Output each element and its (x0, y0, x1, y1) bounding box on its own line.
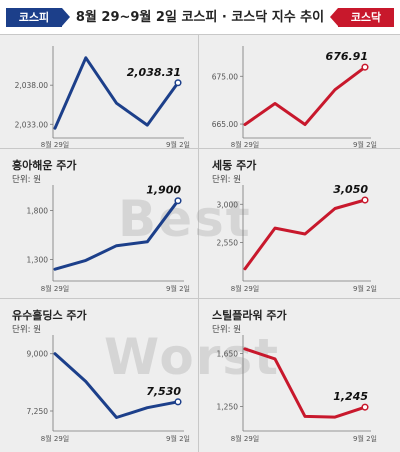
x-tick-label: 9월 2일 (353, 140, 377, 149)
data-label: 1,245 (333, 390, 368, 403)
unit-label: 단위: 원 (212, 174, 241, 185)
data-label: 1,900 (146, 184, 181, 197)
x-tick-label: 8월 29일 (231, 434, 259, 443)
x-tick-label: 9월 2일 (353, 284, 377, 293)
x-tick-label: 9월 2일 (353, 434, 377, 443)
series-line (53, 56, 180, 130)
kospi-index-chart: 2,033.00 2,038.00 8월 29일 9월 2일 2,038.31 (15, 46, 190, 149)
last-point-marker (174, 79, 182, 87)
y-tick-label: 1,250 (217, 403, 239, 412)
y-tick-label: 1,300 (27, 255, 49, 264)
x-tick-label: 9월 2일 (166, 434, 190, 443)
y-tick-label: 665.00 (212, 120, 238, 129)
unit-label: 단위: 원 (12, 324, 41, 335)
x-tick-label: 8월 29일 (231, 140, 259, 149)
last-point-marker (361, 403, 369, 411)
row-divider-2 (0, 298, 400, 299)
x-tick-label: 8월 29일 (231, 284, 259, 293)
x-tick-label: 9월 2일 (166, 140, 190, 149)
series-line (53, 199, 180, 271)
last-point-marker (361, 196, 369, 204)
unit-label: 단위: 원 (212, 324, 241, 335)
kospi-tag: 코스피 (6, 8, 70, 27)
watermark-best: Best (118, 190, 252, 248)
last-point-marker (174, 398, 182, 406)
data-label: 2,038.31 (127, 66, 181, 79)
chart-title: 유수홀딩스 주가 (12, 308, 87, 322)
last-point-marker (174, 197, 182, 205)
series-line (53, 352, 180, 419)
last-point-marker (361, 63, 369, 71)
x-tick-label: 8월 29일 (41, 140, 69, 149)
data-label: 7,530 (146, 385, 181, 398)
y-tick-label: 1,650 (217, 350, 239, 359)
x-tick-label: 8월 29일 (41, 434, 69, 443)
chart-title: 세동 주가 (212, 158, 256, 172)
kosdaq-index-chart: 665.00 675.00 8월 29일 9월 2일 676.91 (212, 46, 377, 149)
chart-title: 흥아해운 주가 (12, 158, 77, 172)
series-line (243, 65, 367, 126)
row-divider-1 (0, 148, 400, 149)
series-line (243, 347, 367, 419)
data-label: 676.91 (326, 50, 368, 63)
y-tick-label: 3,000 (217, 200, 239, 209)
unit-label: 단위: 원 (12, 174, 41, 185)
header-bar: 코스피 8월 29~9월 2일 코스피 · 코스닥 지수 추이 코스닥 (0, 0, 400, 35)
y-tick-label: 1,800 (27, 207, 49, 216)
data-label: 3,050 (333, 183, 368, 196)
y-tick-label: 2,550 (217, 238, 239, 247)
kosdaq-tag: 코스닥 (330, 8, 394, 27)
series-line (243, 198, 367, 271)
chart-title: 스틸플라워 주가 (212, 308, 287, 322)
y-tick-label: 2,033.00 (15, 120, 49, 129)
column-divider (198, 34, 199, 452)
x-tick-label: 8월 29일 (41, 284, 69, 293)
watermark-worst: Worst (104, 328, 281, 386)
y-tick-label: 7,250 (27, 407, 49, 416)
y-tick-label: 9,000 (27, 350, 49, 359)
x-tick-label: 9월 2일 (166, 284, 190, 293)
main-title: 8월 29~9월 2일 코스피 · 코스닥 지수 추이 (75, 10, 325, 25)
y-tick-label: 2,038.00 (15, 81, 49, 90)
y-tick-label: 675.00 (212, 72, 238, 81)
